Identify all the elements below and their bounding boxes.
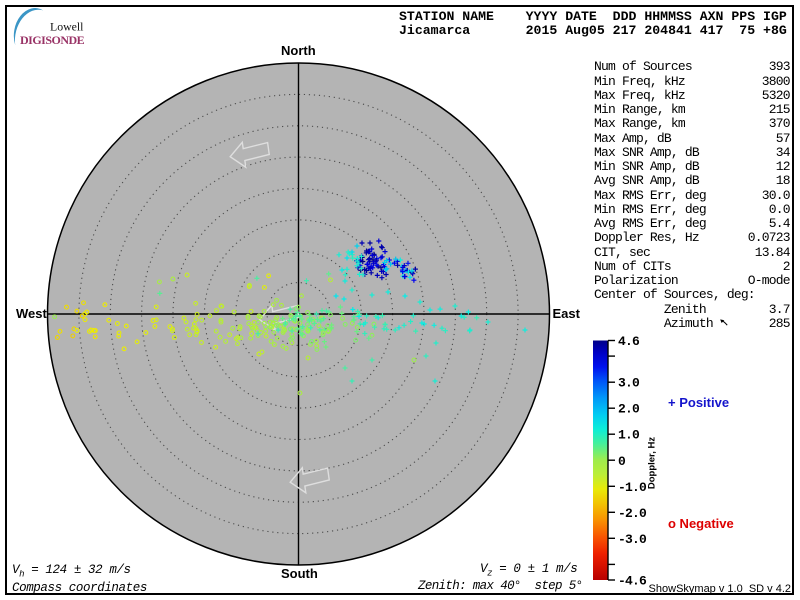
svg-text:-1.0: -1.0 <box>618 480 647 495</box>
svg-text:4.6: 4.6 <box>618 334 640 349</box>
svg-text:0: 0 <box>618 454 626 469</box>
svg-text:1.0: 1.0 <box>618 428 640 443</box>
svg-text:Lowell: Lowell <box>50 20 84 34</box>
svg-text:3.0: 3.0 <box>618 376 640 391</box>
svg-text:-3.0: -3.0 <box>618 532 647 547</box>
svg-text:-2.0: -2.0 <box>618 506 647 521</box>
svg-text:2.0: 2.0 <box>618 402 640 417</box>
svg-text:DIGISONDE: DIGISONDE <box>20 33 85 47</box>
svg-text:-4.6: -4.6 <box>618 574 647 589</box>
